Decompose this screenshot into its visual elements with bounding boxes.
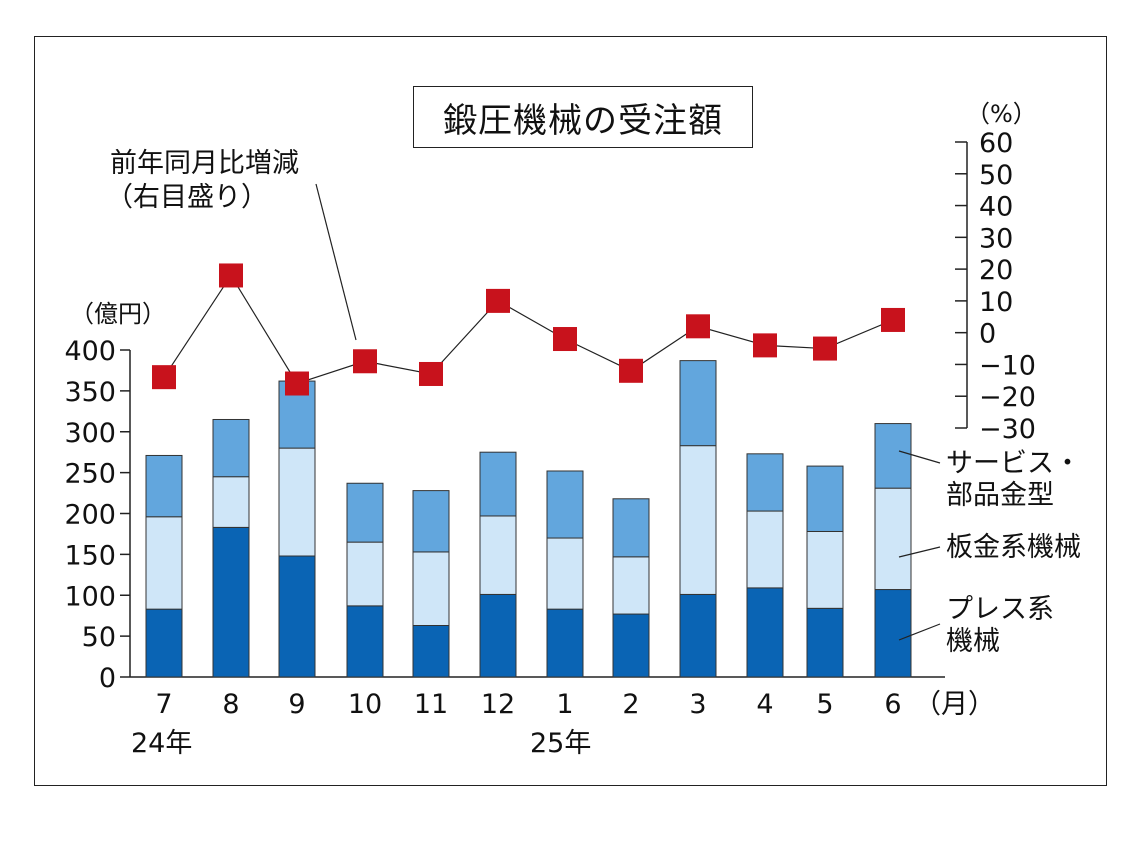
- left-axis-unit: （億円）: [70, 300, 166, 328]
- bar-segment-2: [145, 516, 183, 610]
- yoy-marker: [486, 288, 510, 313]
- left-tick-label: 400: [64, 336, 116, 367]
- bar-segment-3: [806, 465, 844, 532]
- left-tick-label: 150: [64, 540, 116, 571]
- bar-segment-3: [746, 453, 784, 512]
- x-tick-label: 5: [816, 689, 833, 720]
- bar-segment-2: [479, 515, 517, 595]
- bar-segment-2: [679, 445, 717, 595]
- yoy-marker: [553, 327, 577, 352]
- bar-segment-2: [874, 487, 912, 591]
- bar-segment-1: [806, 607, 844, 678]
- line-series-leader: [315, 183, 357, 341]
- bar-segment-1: [546, 608, 584, 678]
- legend-leader: [898, 623, 941, 641]
- bar-segment-2: [346, 541, 384, 607]
- x-tick-label: 10: [348, 689, 382, 720]
- bar-segment-2: [212, 476, 250, 528]
- right-tick-label: −30: [979, 414, 1036, 445]
- legend-label-service: 部品金型: [946, 480, 1054, 511]
- bar-segment-3: [479, 451, 517, 517]
- yoy-marker: [753, 333, 777, 358]
- bar-segment-1: [612, 613, 650, 678]
- right-tick-label: 40: [979, 192, 1013, 223]
- bar-segment-3: [212, 418, 250, 478]
- yoy-marker: [881, 307, 905, 332]
- yoy-marker: [152, 365, 176, 390]
- yoy-marker: [686, 314, 710, 339]
- bar-segment-1: [145, 608, 183, 678]
- month-unit-label: （月）: [914, 689, 995, 720]
- x-tick-label: 6: [884, 689, 901, 720]
- right-tick-label: 60: [979, 128, 1013, 159]
- right-tick-label: −20: [979, 382, 1036, 413]
- left-tick-label: 250: [64, 459, 116, 490]
- bar-segment-1: [278, 555, 316, 678]
- chart-title: 鍛圧機械の受注額: [413, 86, 753, 148]
- line-series-label: 前年同月比増減: [110, 148, 299, 179]
- bar-segment-1: [346, 605, 384, 678]
- yoy-marker: [353, 349, 377, 374]
- bar-segment-3: [679, 360, 717, 447]
- bar-segment-2: [806, 530, 844, 609]
- left-tick-label: 350: [64, 377, 116, 408]
- x-tick-label: 12: [481, 689, 515, 720]
- x-tick-label: 9: [288, 689, 305, 720]
- right-tick-label: 0: [979, 319, 996, 350]
- yoy-marker: [619, 358, 643, 383]
- yoy-marker: [285, 371, 309, 396]
- right-axis-unit: （%）: [966, 100, 1037, 128]
- x-tick-label: 1: [556, 689, 573, 720]
- bar-segment-3: [145, 454, 183, 518]
- legend-label-press: 機械: [946, 626, 1000, 657]
- left-tick-label: 200: [64, 500, 116, 531]
- right-tick-label: 50: [979, 160, 1013, 191]
- x-tick-label: 11: [414, 689, 448, 720]
- bar-segment-2: [278, 447, 316, 557]
- x-tick-label: 4: [756, 689, 773, 720]
- bar-segment-1: [679, 593, 717, 678]
- bar-segment-1: [746, 587, 784, 678]
- bar-segment-1: [479, 593, 517, 678]
- bar-segment-2: [746, 510, 784, 589]
- x-tick-label: 2: [622, 689, 639, 720]
- x-tick-label: 8: [222, 689, 239, 720]
- bar-segment-1: [412, 624, 450, 678]
- bar-segment-3: [874, 423, 912, 489]
- year-label: 24年: [131, 728, 192, 759]
- x-tick-label: 3: [689, 689, 706, 720]
- legend-leader: [898, 450, 941, 464]
- bar-segment-2: [412, 551, 450, 626]
- bar-segment-3: [546, 470, 584, 539]
- left-tick-label: 300: [64, 418, 116, 449]
- yoy-marker: [219, 263, 243, 288]
- bar-segment-1: [212, 526, 250, 678]
- right-tick-label: 20: [979, 255, 1013, 286]
- left-tick-label: 100: [64, 581, 116, 612]
- left-tick-label: 50: [82, 622, 116, 653]
- legend-label-service: サービス・: [946, 448, 1081, 479]
- right-tick-label: 10: [979, 287, 1013, 318]
- legend-leader: [898, 546, 941, 558]
- legend-label-press: プレス系: [946, 594, 1054, 625]
- bar-segment-3: [346, 482, 384, 543]
- bar-segment-3: [412, 490, 450, 553]
- year-label: 25年: [530, 728, 591, 759]
- bar-segment-1: [874, 589, 912, 678]
- bar-segment-2: [612, 556, 650, 615]
- chart-frame: [34, 36, 1107, 786]
- yoy-line: [163, 274, 894, 385]
- yoy-marker: [419, 361, 443, 386]
- right-tick-label: −10: [979, 350, 1036, 381]
- right-tick-label: 30: [979, 223, 1013, 254]
- bar-segment-2: [546, 537, 584, 610]
- left-tick-label: 0: [99, 663, 116, 694]
- legend-label-sheetmetal: 板金系機械: [946, 532, 1081, 563]
- line-series-label-sub: （右目盛り）: [106, 182, 268, 213]
- yoy-marker: [813, 336, 837, 361]
- bar-segment-3: [612, 498, 650, 558]
- x-tick-label: 7: [155, 689, 172, 720]
